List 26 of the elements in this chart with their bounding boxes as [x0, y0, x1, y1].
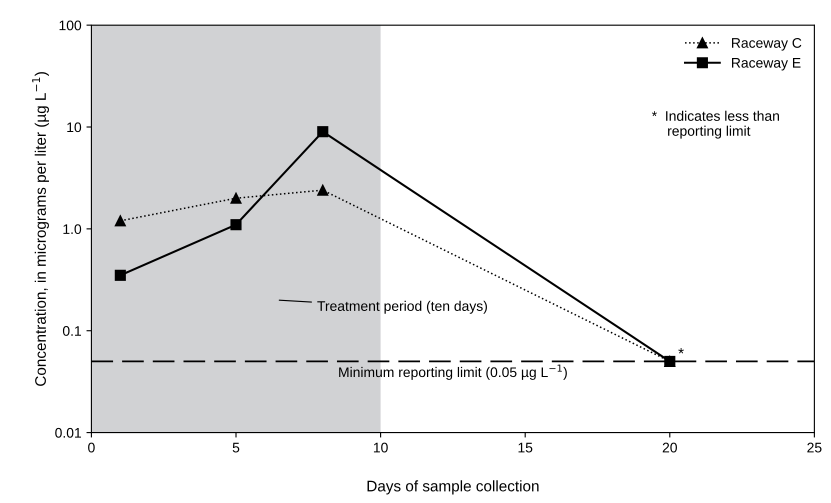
legend-label: Raceway C [732, 38, 802, 51]
y-tick-label: 0.01 [55, 428, 82, 438]
x-tick-label: 0 [88, 442, 95, 453]
point [317, 184, 328, 196]
point [317, 126, 328, 138]
point [114, 215, 126, 226]
x-axis-title: Days of sample collection [368, 480, 539, 494]
y-tick-label: 0.1 [62, 326, 82, 336]
x-tick-label: 10 [374, 442, 388, 453]
point [114, 270, 126, 281]
annotation: * [678, 348, 684, 354]
x-tick-label: 15 [518, 442, 532, 453]
y-axis-title: Concentration, in micrograms per liter (µg L$^{−1}$) [32, 72, 49, 386]
x-tick-label: 5 [232, 442, 240, 453]
ref-line-label: Minimum reporting limit (0.05 µg L$^{−1}$) [339, 364, 567, 380]
y-tick-label: 100 [60, 20, 82, 30]
x-tick-label: 25 [807, 442, 822, 453]
legend-label: Raceway E [732, 58, 801, 70]
y-tick-label: 1.0 [63, 224, 82, 234]
x-tick-label: 20 [662, 442, 677, 453]
band-label: Treatment period (ten days) [317, 300, 487, 314]
point [230, 192, 242, 204]
annotation: * Indicates less than reporting limit [652, 110, 779, 139]
y-tick-label: 10 [67, 122, 82, 132]
point [664, 356, 676, 367]
point [230, 219, 242, 230]
